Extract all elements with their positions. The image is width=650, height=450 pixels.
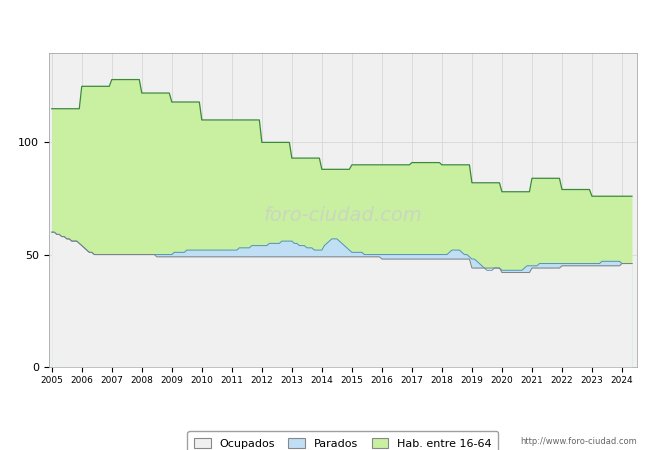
Text: http://www.foro-ciudad.com: http://www.foro-ciudad.com [520,436,637,446]
Text: Cubel - Evolucion de la poblacion en edad de Trabajar Mayo de 2024: Cubel - Evolucion de la poblacion en eda… [110,10,540,22]
Text: foro-ciudad.com: foro-ciudad.com [263,207,422,225]
Legend: Ocupados, Parados, Hab. entre 16-64: Ocupados, Parados, Hab. entre 16-64 [187,431,499,450]
